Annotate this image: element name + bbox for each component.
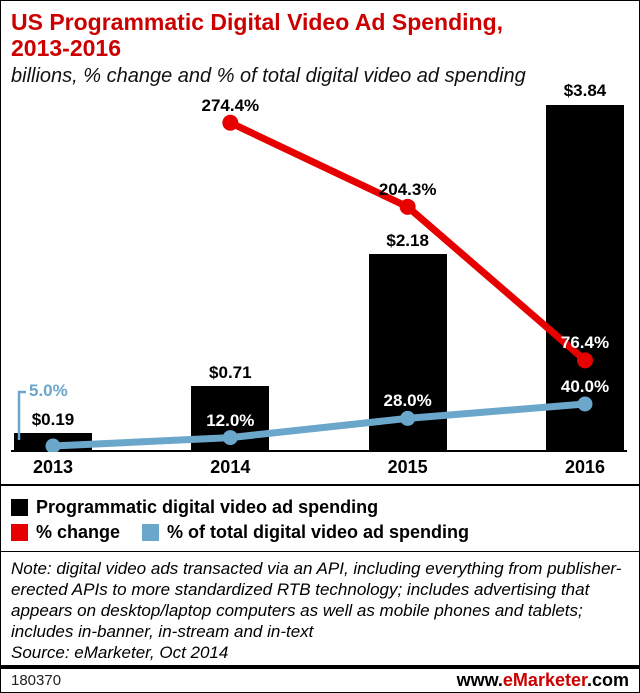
legend-label-bar-spending: Programmatic digital video ad spending (36, 497, 379, 517)
bar-value-2015: $2.18 (386, 230, 429, 250)
point-pct-of-total-2013 (45, 438, 61, 452)
callout-label-pct-of-total-2013: 5.0% (29, 381, 68, 400)
chart-title: US Programmatic Digital Video Ad Spendin… (11, 9, 627, 61)
point-label-pct-of-total-2014: 12.0% (206, 410, 255, 430)
bar-value-2013: $0.19 (31, 409, 75, 429)
lines-layer (17, 114, 593, 452)
source-text: Source: eMarketer, Oct 2014 (11, 643, 229, 662)
note-text: Note: digital video ads transacted via a… (11, 559, 622, 641)
chart-subtitle: billions, % change and % of total digita… (11, 65, 526, 87)
point-pct-change-2016 (577, 352, 593, 369)
point-pct-of-total-2016 (577, 396, 593, 412)
legend-swatch-pct-of-total (142, 523, 160, 541)
legend-label-pct-of-total: % of total digital video ad spending (167, 522, 470, 542)
site-prefix: www. (456, 670, 503, 690)
point-label-pct-of-total-2015: 28.0% (383, 391, 432, 411)
point-label-pct-of-total-2016: 40.0% (560, 377, 610, 396)
legend-label-pct-change: % change (36, 522, 121, 542)
x-label-2013: 2013 (32, 457, 74, 478)
legend-row-bars: Programmatic digital video ad spending (11, 496, 629, 518)
callout-connector (17, 390, 26, 440)
point-label-pct-change-2014: 274.4% (201, 95, 260, 115)
point-pct-of-total-2015 (400, 410, 416, 426)
title-line2: 2013-2016 (11, 35, 121, 61)
legend: Programmatic digital video ad spending %… (1, 486, 639, 552)
site-suffix: .com (586, 670, 629, 690)
x-label-2014: 2014 (210, 457, 251, 478)
bar-2016 (546, 104, 624, 451)
x-axis: 2013 2014 2015 2016 (1, 452, 639, 486)
plot-area: $0.19 $0.71 $2.18 $3.84 274.4% 204.3% 76.4% 5.0… (11, 81, 627, 453)
chart-header: US Programmatic Digital Video Ad Spendin… (1, 1, 639, 88)
legend-swatch-bar-spending (11, 498, 28, 516)
point-pct-of-total-2014 (222, 430, 238, 446)
x-label-2015: 2015 (387, 457, 428, 478)
point-label-pct-change-2015: 204.3% (378, 179, 437, 199)
legend-swatch-pct-change (11, 523, 28, 541)
chart-id: 180370 (11, 672, 62, 689)
footer: 180370 www.eMarketer.com (1, 665, 639, 692)
point-pct-change-2014 (222, 114, 239, 131)
line-pct-of-total (52, 400, 586, 450)
title-line1: US Programmatic Digital Video Ad Spendin… (11, 9, 504, 35)
site-url: www.eMarketer.com (457, 670, 629, 691)
point-pct-change-2015 (399, 198, 416, 215)
note-block: Note: digital video ads transacted via a… (1, 552, 639, 665)
bar-value-2016: $3.84 (563, 81, 607, 101)
legend-row-lines: % change % of total digital video ad spe… (11, 521, 629, 543)
site-brand: eMarketer (502, 670, 587, 690)
point-label-pct-change-2016: 76.4% (560, 333, 610, 353)
x-label-2016: 2016 (564, 457, 606, 478)
bar-value-2014: $0.71 (209, 363, 252, 383)
